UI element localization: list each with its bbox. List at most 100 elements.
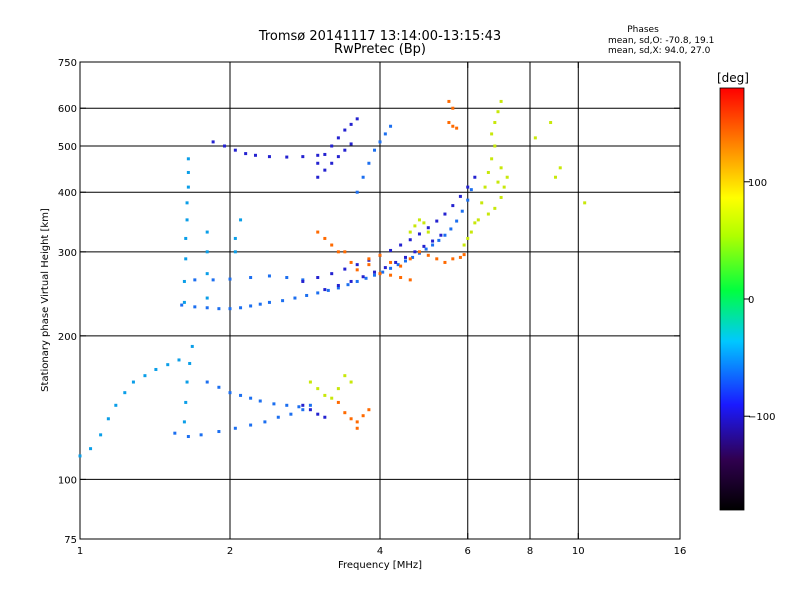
data-point: [367, 161, 371, 165]
x-tick-label: 6: [465, 546, 471, 557]
data-point: [301, 155, 305, 159]
data-point: [378, 272, 382, 276]
data-point: [466, 236, 470, 240]
data-point: [233, 236, 237, 240]
data-point: [424, 247, 428, 251]
data-point: [223, 144, 227, 148]
data-point: [188, 361, 192, 365]
data-point: [301, 279, 305, 283]
data-point: [490, 157, 494, 161]
data-point: [408, 257, 412, 261]
data-point: [249, 276, 253, 280]
data-point: [499, 195, 503, 199]
data-point: [205, 272, 209, 276]
data-point: [443, 233, 447, 237]
data-point: [316, 230, 320, 234]
data-point: [502, 185, 506, 189]
data-point: [462, 243, 466, 247]
data-point: [323, 236, 327, 240]
colorbar-tick-label: 100: [748, 178, 767, 189]
data-point: [373, 273, 377, 277]
data-point: [408, 238, 412, 242]
data-point: [480, 201, 484, 205]
data-point: [114, 403, 118, 407]
grid-lines: [80, 62, 680, 539]
data-point: [355, 268, 359, 272]
data-point: [389, 248, 393, 252]
data-point: [323, 415, 327, 419]
data-point: [239, 218, 243, 222]
data-point: [323, 393, 327, 397]
data-point: [383, 266, 387, 270]
data-point: [486, 170, 490, 174]
data-point: [505, 175, 509, 179]
data-point: [193, 278, 197, 282]
data-point: [143, 374, 147, 378]
data-point: [373, 270, 377, 274]
x-axis-label: Frequency [MHz]: [338, 560, 422, 571]
data-point: [330, 144, 334, 148]
data-point: [417, 250, 421, 254]
data-point: [426, 226, 430, 230]
data-point: [355, 426, 359, 430]
axis-ticks: 1 2 4 6 8 10 16 75 100 200 300 400 500 600 750: [58, 58, 686, 557]
data-point: [483, 185, 487, 189]
data-point: [439, 233, 443, 237]
data-point: [373, 148, 377, 152]
data-point: [343, 411, 347, 415]
data-point: [199, 433, 203, 437]
data-point: [403, 259, 407, 263]
phase-stats-title: Phases: [627, 25, 659, 35]
data-point: [205, 380, 209, 384]
data-point: [466, 185, 470, 189]
y-tick-label: 200: [58, 332, 77, 343]
data-point: [417, 218, 421, 222]
data-point: [330, 272, 334, 276]
data-point: [249, 304, 253, 308]
data-point: [451, 204, 455, 208]
data-point: [533, 136, 537, 140]
data-point: [154, 367, 158, 371]
data-point: [553, 175, 557, 179]
data-point: [258, 302, 262, 306]
data-point: [249, 396, 253, 400]
data-point: [408, 230, 412, 234]
data-point: [330, 243, 334, 247]
data-point: [469, 230, 473, 234]
colorbar: [deg] 100 0 −100: [717, 71, 775, 511]
data-point: [451, 257, 455, 261]
data-point: [205, 306, 209, 310]
data-point: [217, 307, 221, 311]
data-point: [301, 278, 305, 282]
data-point: [293, 296, 297, 300]
y-tick-label: 75: [64, 535, 77, 546]
data-point: [469, 188, 473, 192]
data-point: [458, 255, 462, 259]
data-point: [239, 393, 243, 397]
data-point: [193, 305, 197, 309]
data-point: [186, 185, 190, 189]
data-point: [389, 266, 393, 270]
data-point: [426, 253, 430, 257]
data-point: [378, 140, 382, 144]
data-point: [285, 155, 289, 159]
data-point: [490, 132, 494, 136]
data-point: [443, 260, 447, 264]
data-point: [361, 275, 365, 279]
data-point: [389, 124, 393, 128]
data-point: [323, 168, 327, 172]
data-point: [211, 278, 215, 282]
data-point: [437, 238, 441, 242]
y-tick-label: 750: [58, 58, 77, 69]
data-point: [182, 279, 186, 283]
data-point: [217, 385, 221, 389]
data-point: [336, 400, 340, 404]
data-point: [336, 286, 340, 290]
data-point: [549, 121, 553, 125]
data-point: [272, 402, 276, 406]
data-point: [349, 260, 353, 264]
data-point: [267, 155, 271, 159]
data-point: [316, 291, 320, 295]
data-point: [496, 180, 500, 184]
y-tick-label: 600: [58, 104, 77, 115]
